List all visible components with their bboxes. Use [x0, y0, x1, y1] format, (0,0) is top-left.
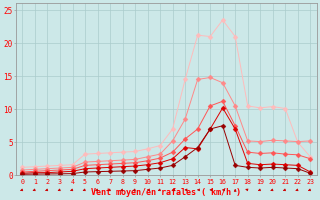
X-axis label: Vent moyen/en rafales ( km/h ): Vent moyen/en rafales ( km/h )	[92, 188, 241, 197]
